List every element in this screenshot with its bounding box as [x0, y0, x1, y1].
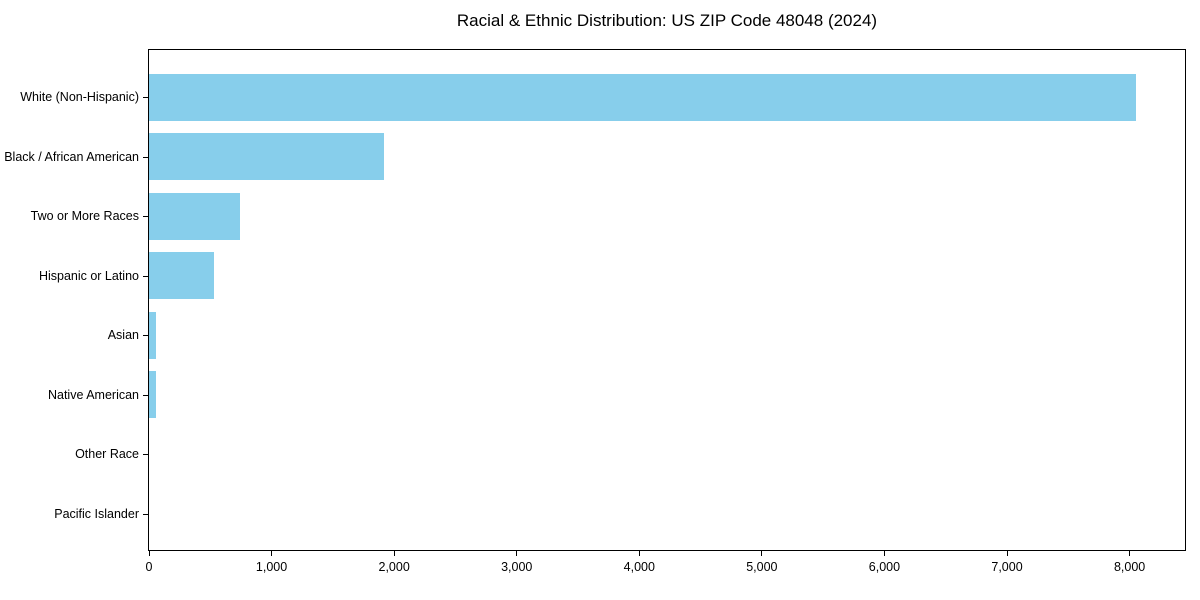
- x-tick-mark: [761, 551, 763, 556]
- plot-area: [148, 49, 1186, 551]
- x-tick-mark: [1129, 551, 1131, 556]
- x-tick-label: 7,000: [991, 560, 1023, 574]
- x-tick-label: 6,000: [868, 560, 901, 574]
- y-tick-label: Two or More Races: [30, 209, 139, 224]
- y-tick-mark: [143, 513, 148, 515]
- x-tick-label: 2,000: [378, 560, 410, 574]
- x-tick-label: 8,000: [1113, 560, 1146, 574]
- y-tick-label: Asian: [107, 328, 139, 343]
- y-tick-mark: [143, 454, 148, 456]
- y-tick-mark: [143, 394, 148, 396]
- y-tick-mark: [143, 216, 148, 218]
- y-tick-label: Pacific Islander: [54, 506, 139, 521]
- x-tick-mark: [1006, 551, 1008, 556]
- bar-black-african-american: [149, 133, 385, 181]
- y-tick-label: Native American: [47, 387, 139, 402]
- y-tick-label: White (Non-Hispanic): [20, 90, 139, 104]
- bar-two-or-more-races: [149, 192, 241, 240]
- bar-hispanic-or-latino: [149, 252, 214, 300]
- x-tick-mark: [148, 551, 150, 556]
- x-tick-mark: [883, 551, 885, 556]
- y-tick-label: Black / African American: [4, 149, 139, 164]
- bar-asian: [149, 311, 156, 359]
- x-tick-mark: [638, 551, 640, 556]
- x-tick-mark: [271, 551, 273, 556]
- y-tick-mark: [143, 335, 148, 337]
- bar-native-american: [149, 371, 157, 419]
- x-tick-label: 1,000: [255, 560, 288, 574]
- bar-white-non-hispanic: [149, 73, 1136, 121]
- y-tick-mark: [143, 97, 148, 98]
- y-tick-label: Other Race: [75, 447, 139, 462]
- x-tick-mark: [393, 551, 395, 556]
- x-tick-label: 3,000: [501, 560, 533, 574]
- x-tick-label: 5,000: [746, 560, 778, 574]
- chart-title: Racial & Ethnic Distribution: US ZIP Cod…: [456, 11, 878, 30]
- y-tick-mark: [143, 156, 148, 158]
- x-tick-label: 0: [145, 560, 153, 574]
- y-tick-mark: [143, 275, 148, 277]
- x-tick-mark: [516, 551, 518, 556]
- y-tick-label: Hispanic or Latino: [38, 268, 139, 283]
- x-tick-label: 4,000: [623, 560, 655, 574]
